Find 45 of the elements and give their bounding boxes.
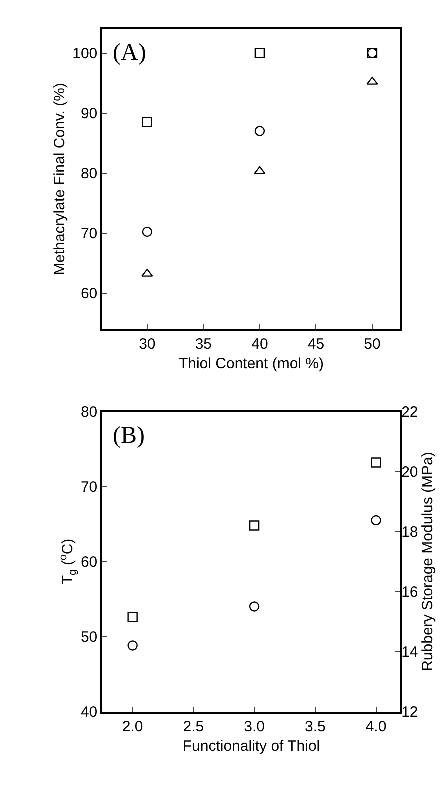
point — [249, 520, 260, 531]
annotation: (A) — [113, 40, 146, 66]
x-tick-label: 2.5 — [183, 718, 204, 736]
y2-tick-label: 20 — [402, 464, 418, 481]
point — [254, 126, 266, 136]
point — [366, 76, 378, 85]
y-tick-label: 90 — [80, 106, 98, 122]
x-tick-label: 50 — [364, 336, 381, 353]
y-tick-label: 80 — [80, 166, 98, 182]
x-axis-title: Functionality of Thiol — [182, 738, 320, 755]
y-axis-title: Methacrylate Final Conv. (%) — [51, 83, 68, 276]
y-tick-label: 40 — [80, 704, 98, 721]
y-tick-label: 50 — [80, 629, 98, 646]
y2-tick-label: 16 — [402, 584, 418, 601]
x-tick-label: 4.0 — [366, 718, 387, 736]
annotation: (B) — [113, 423, 145, 449]
point — [142, 226, 153, 238]
point — [371, 458, 382, 468]
y-tick-label: 60 — [80, 554, 98, 571]
y-tick-label: 100 — [72, 46, 98, 62]
y2-tick-label: 22 — [402, 404, 418, 421]
y2-axis-title: Rubbery Storage Modulus (MPa) — [419, 452, 436, 672]
x-axis-title: Thiol Content (mol %) — [178, 356, 324, 372]
y2-tick-label: 12 — [402, 704, 418, 721]
x-tick-label: 35 — [195, 336, 212, 353]
point — [142, 117, 153, 128]
point — [249, 602, 260, 612]
point — [254, 166, 266, 174]
x-tick-label: 3.0 — [244, 718, 265, 736]
point — [128, 612, 138, 622]
x-tick-label: 2.0 — [122, 718, 144, 736]
x-tick-label: 30 — [139, 336, 156, 353]
point — [142, 268, 154, 277]
point — [254, 48, 266, 58]
point — [371, 515, 382, 526]
y-tick-label: 60 — [80, 286, 98, 302]
y-tick-label: 70 — [80, 226, 98, 242]
x-tick-label: 40 — [252, 336, 268, 353]
point — [128, 640, 138, 651]
x-tick-label: 3.5 — [304, 718, 326, 736]
x-tick-label: 45 — [308, 336, 325, 353]
y-tick-label: 70 — [80, 479, 98, 496]
y2-tick-label: 18 — [402, 524, 418, 541]
y-tick-label: 80 — [80, 404, 98, 421]
y2-tick-label: 14 — [402, 644, 418, 661]
